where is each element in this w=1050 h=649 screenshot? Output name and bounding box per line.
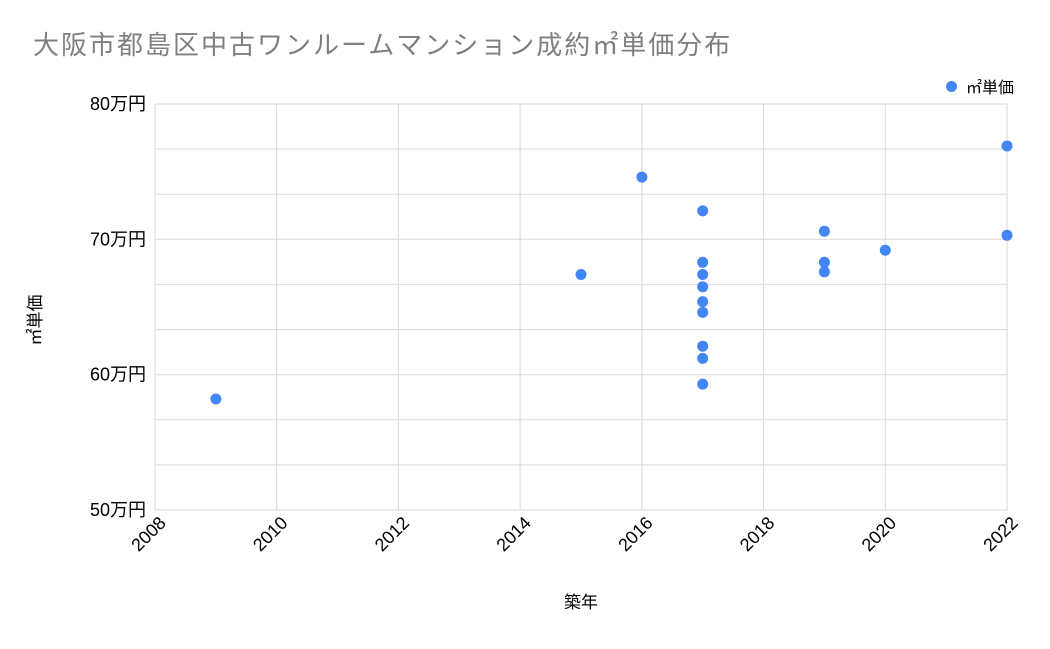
data-point[interactable] bbox=[697, 205, 709, 217]
data-point[interactable] bbox=[818, 256, 830, 268]
data-point[interactable] bbox=[879, 244, 891, 256]
data-point[interactable] bbox=[1001, 140, 1013, 152]
data-point[interactable] bbox=[697, 352, 709, 364]
legend: ㎡単価 bbox=[945, 74, 1014, 98]
y-axis-tick-label: 60万円 bbox=[90, 365, 146, 385]
y-axis-tick-label: 80万円 bbox=[90, 94, 146, 114]
y-axis-title: ㎡単価 bbox=[26, 295, 45, 346]
data-point[interactable] bbox=[818, 266, 830, 278]
legend-series-label: ㎡単価 bbox=[965, 80, 1014, 97]
x-axis-tick-label: 2020 bbox=[858, 513, 900, 555]
data-point[interactable] bbox=[697, 296, 709, 308]
chart-title: 大阪市都島区中古ワンルームマンション成約㎡単価分布 bbox=[33, 30, 733, 60]
x-axis-tick-label: 2010 bbox=[249, 513, 291, 555]
x-axis-tick-label: 2018 bbox=[736, 513, 778, 555]
x-axis-title: 築年 bbox=[564, 593, 598, 612]
data-point[interactable] bbox=[697, 378, 709, 390]
y-axis-tick-label: 70万円 bbox=[90, 229, 146, 249]
x-axis-tick-label: 2012 bbox=[371, 513, 413, 555]
data-point[interactable] bbox=[697, 269, 709, 280]
data-point[interactable] bbox=[636, 171, 648, 183]
legend-marker-icon bbox=[945, 80, 957, 92]
x-axis-tick-label: 2022 bbox=[979, 513, 1021, 555]
data-point[interactable] bbox=[1001, 229, 1013, 241]
y-axis-tick-label: 50万円 bbox=[90, 500, 146, 520]
x-axis-tick-label: 2016 bbox=[614, 513, 656, 555]
data-point[interactable] bbox=[818, 225, 830, 237]
data-point[interactable] bbox=[697, 256, 709, 268]
data-point[interactable] bbox=[210, 393, 222, 405]
x-axis-tick-label: 2014 bbox=[492, 513, 534, 555]
data-point[interactable] bbox=[697, 340, 709, 352]
data-point[interactable] bbox=[697, 281, 709, 293]
data-point[interactable] bbox=[575, 269, 587, 280]
data-point[interactable] bbox=[697, 306, 709, 318]
